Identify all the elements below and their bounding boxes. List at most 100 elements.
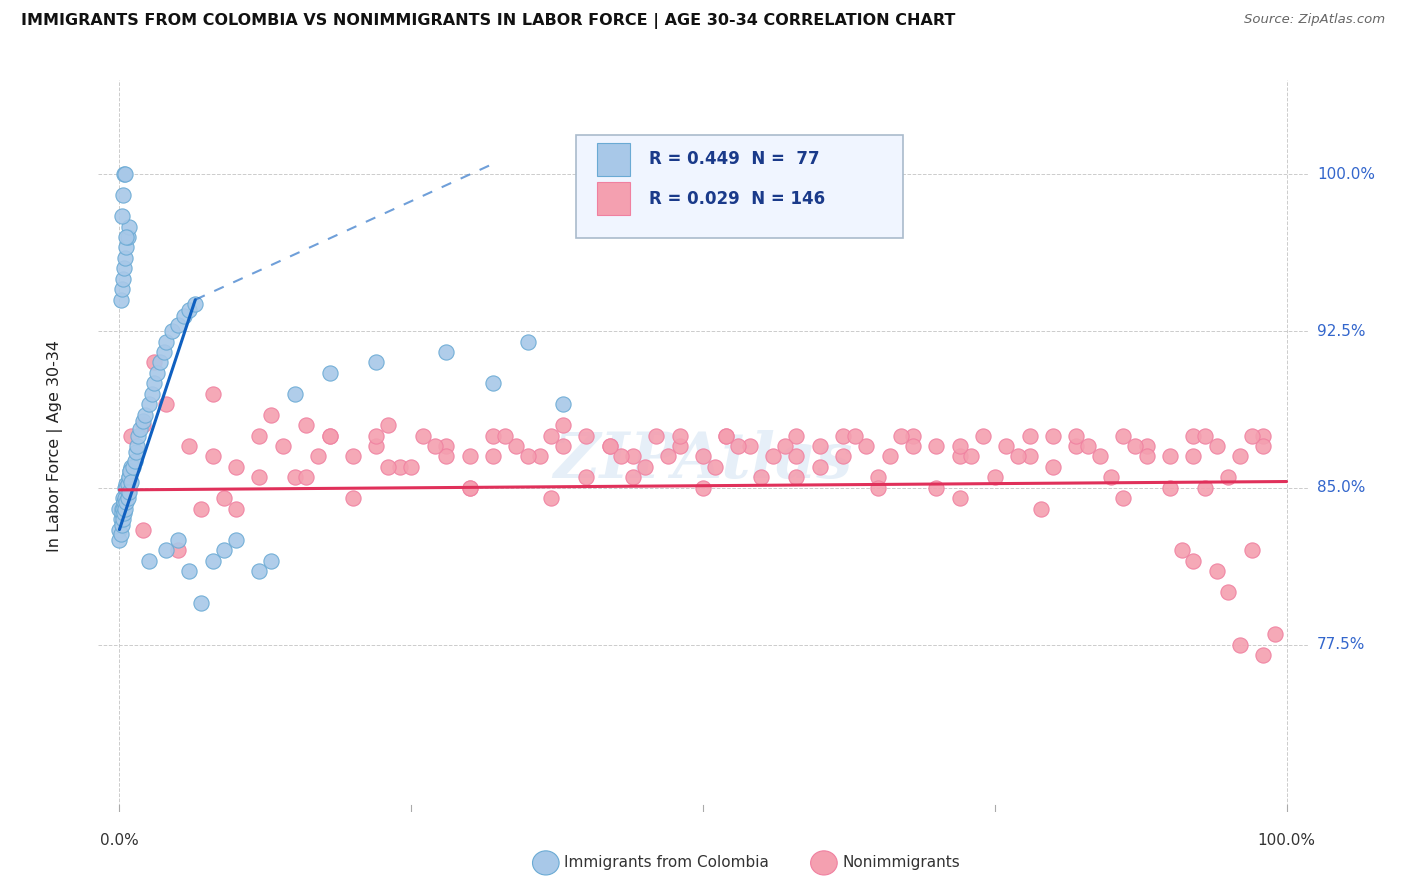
Point [529, 450, 551, 464]
Point [112, 167, 135, 181]
Text: Source: ZipAtlas.com: Source: ZipAtlas.com [1244, 13, 1385, 27]
Point [832, 428, 855, 442]
Point [342, 450, 364, 464]
Point [610, 450, 633, 464]
Point [117, 485, 139, 500]
Point [808, 439, 831, 453]
Point [1042, 459, 1064, 474]
Point [960, 450, 983, 464]
Point [108, 501, 131, 516]
Point [114, 501, 136, 516]
Point [692, 450, 714, 464]
Point [1229, 638, 1251, 652]
Point [458, 450, 481, 464]
Point [146, 366, 169, 380]
Point [318, 366, 340, 380]
FancyBboxPatch shape [596, 143, 630, 176]
Point [307, 450, 329, 464]
Point [785, 450, 807, 464]
Point [412, 428, 434, 442]
Point [1112, 491, 1135, 506]
Point [366, 428, 388, 442]
Point [114, 491, 136, 506]
Point [179, 303, 201, 318]
Point [152, 345, 174, 359]
Point [925, 481, 948, 495]
Point [832, 450, 855, 464]
Point [283, 386, 305, 401]
Point [1066, 428, 1088, 442]
Point [1135, 439, 1157, 453]
Point [1135, 450, 1157, 464]
Point [516, 450, 538, 464]
Text: Nonimmigrants: Nonimmigrants [842, 855, 960, 871]
Point [551, 439, 574, 453]
Point [111, 282, 134, 296]
Ellipse shape [811, 851, 837, 875]
Point [773, 439, 796, 453]
Point [155, 397, 177, 411]
Point [166, 318, 188, 332]
Point [1182, 428, 1205, 442]
Point [1229, 450, 1251, 464]
Point [155, 543, 177, 558]
Point [785, 428, 807, 442]
Point [134, 408, 156, 422]
Point [434, 450, 457, 464]
Point [434, 345, 457, 359]
Point [143, 376, 166, 391]
Text: IMMIGRANTS FROM COLOMBIA VS NONIMMIGRANTS IN LABOR FORCE | AGE 30-34 CORRELATION: IMMIGRANTS FROM COLOMBIA VS NONIMMIGRANT… [21, 13, 956, 29]
Point [111, 209, 134, 223]
Point [366, 439, 388, 453]
Point [118, 470, 141, 484]
Point [118, 219, 141, 234]
Point [138, 397, 160, 411]
Point [1194, 481, 1216, 495]
Point [1018, 428, 1040, 442]
Point [117, 476, 139, 491]
Point [901, 428, 924, 442]
Point [112, 495, 135, 509]
Point [111, 501, 134, 516]
Point [692, 481, 714, 495]
Point [1088, 450, 1111, 464]
FancyBboxPatch shape [576, 136, 903, 237]
Point [201, 450, 224, 464]
Point [668, 428, 690, 442]
Point [249, 565, 271, 579]
Point [1159, 481, 1181, 495]
Point [879, 450, 901, 464]
Point [318, 428, 340, 442]
Point [190, 501, 212, 516]
Point [551, 397, 574, 411]
Point [127, 428, 149, 442]
Point [122, 459, 145, 474]
Point [118, 470, 141, 484]
Point [599, 439, 621, 453]
Point [201, 554, 224, 568]
Point [149, 355, 172, 369]
FancyBboxPatch shape [596, 182, 630, 215]
Point [995, 439, 1018, 453]
Point [716, 428, 738, 442]
Point [141, 386, 163, 401]
Point [1018, 450, 1040, 464]
Point [112, 261, 135, 276]
Point [249, 428, 271, 442]
Point [808, 459, 831, 474]
Point [377, 459, 399, 474]
Point [727, 439, 749, 453]
Text: 85.0%: 85.0% [1317, 480, 1365, 495]
Point [225, 459, 247, 474]
Point [505, 439, 527, 453]
Point [1205, 439, 1227, 453]
Point [114, 167, 136, 181]
Point [575, 428, 598, 442]
Point [120, 428, 142, 442]
Point [1159, 450, 1181, 464]
Point [114, 251, 136, 265]
Text: 0.0%: 0.0% [100, 832, 139, 847]
Point [1112, 428, 1135, 442]
Point [155, 334, 177, 349]
Point [111, 518, 134, 533]
